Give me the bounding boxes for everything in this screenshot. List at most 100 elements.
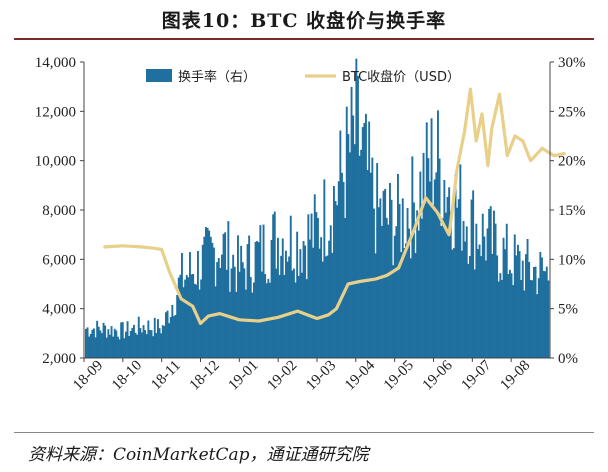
turnover-bar (137, 316, 140, 358)
turnover-bar (504, 249, 507, 358)
right-tick-label: 0% (558, 351, 578, 367)
turnover-bar (192, 273, 195, 358)
turnover-bar (107, 329, 110, 358)
turnover-bar (326, 255, 329, 358)
legend-label-price: BTC收盘价（USD） (342, 69, 460, 85)
turnover-bar (545, 266, 548, 358)
turnover-bar (232, 254, 235, 358)
turnover-bar (478, 244, 481, 358)
turnover-bar (377, 207, 380, 358)
turnover-bar (446, 196, 449, 358)
turnover-bar (480, 256, 483, 358)
turnover-bar (433, 179, 436, 358)
turnover-bar (96, 320, 99, 358)
turnover-bar (312, 247, 315, 358)
turnover-bar (400, 252, 403, 358)
turnover-bar (451, 249, 454, 358)
turnover-bar (249, 277, 252, 358)
bars-layer (85, 58, 550, 359)
turnover-bar (441, 218, 444, 358)
turnover-bar (341, 172, 343, 358)
turnover-bar (257, 242, 260, 358)
x-tick-label: 19-08 (497, 358, 533, 394)
turnover-bar (392, 265, 395, 358)
turnover-bar (320, 237, 323, 358)
turnover-bar (123, 338, 126, 358)
turnover-bar (456, 207, 459, 358)
right-tick-label: 15% (558, 203, 586, 219)
turnover-bar (273, 211, 276, 358)
turnover-bar (373, 208, 375, 358)
turnover-bar (333, 185, 335, 358)
turnover-bar (453, 248, 455, 358)
turnover-bar (534, 266, 537, 358)
turnover-bar (385, 217, 388, 358)
turnover-bar (432, 204, 435, 358)
right-tick-label: 10% (558, 252, 586, 268)
turnover-bar (481, 213, 484, 358)
turnover-bar (259, 225, 262, 358)
turnover-bar (184, 279, 187, 358)
turnover-bar (125, 331, 127, 358)
turnover-bar (355, 58, 358, 359)
turnover-bar (325, 256, 327, 358)
legend-label-turnover: 换手率（右） (178, 69, 256, 85)
turnover-bar (405, 243, 407, 358)
turnover-bar (541, 257, 543, 358)
left-tick-label: 2,000 (42, 351, 76, 367)
turnover-bar (483, 236, 486, 358)
turnover-bar (224, 232, 227, 358)
turnover-bar (435, 172, 438, 358)
turnover-bar (110, 326, 113, 358)
left-tick-label: 14,000 (35, 55, 76, 71)
x-tick-label: 18-11 (148, 358, 184, 394)
turnover-bar (526, 238, 529, 358)
turnover-bar (438, 158, 441, 358)
turnover-bar (390, 199, 393, 358)
x-tick-label: 19-04 (342, 357, 378, 393)
turnover-bar (401, 198, 404, 358)
turnover-bar (262, 224, 265, 358)
turnover-bar (353, 144, 356, 358)
turnover-bar (317, 218, 319, 358)
turnover-bar (337, 181, 340, 358)
turnover-bar (227, 221, 230, 358)
turnover-bar (251, 292, 254, 358)
turnover-bar (493, 210, 495, 358)
turnover-bar (496, 255, 499, 358)
turnover-bar (94, 337, 97, 358)
x-tick-label: 19-07 (459, 357, 495, 393)
turnover-bar (310, 213, 313, 358)
turnover-bar (150, 330, 153, 358)
turnover-bar (270, 239, 273, 358)
turnover-bar (289, 215, 292, 358)
line-layer (103, 87, 566, 326)
turnover-bar (529, 279, 532, 358)
turnover-bar (245, 289, 247, 358)
turnover-bar (241, 262, 244, 358)
turnover-bar (531, 280, 534, 358)
turnover-bar (168, 323, 171, 358)
turnover-bar (430, 118, 433, 358)
turnover-bar (475, 223, 478, 358)
turnover-bar (334, 201, 337, 358)
turnover-bar (512, 285, 515, 358)
turnover-bar (211, 242, 214, 358)
turnover-bar (102, 322, 105, 358)
turnover-bar (518, 251, 521, 358)
turnover-bar (208, 230, 211, 358)
turnover-bar (499, 273, 502, 358)
turnover-bar (173, 316, 175, 358)
turnover-bar (342, 181, 345, 358)
x-tick-label: 18-10 (109, 358, 145, 394)
source-rule (14, 432, 594, 433)
turnover-bar (85, 328, 87, 358)
turnover-bar (205, 227, 207, 358)
turnover-bar (419, 171, 422, 358)
turnover-bar (443, 180, 446, 358)
turnover-bar (470, 199, 473, 358)
turnover-bar (313, 194, 316, 358)
turnover-bar (417, 230, 420, 358)
turnover-bar (281, 238, 284, 358)
turnover-bar (381, 225, 383, 358)
